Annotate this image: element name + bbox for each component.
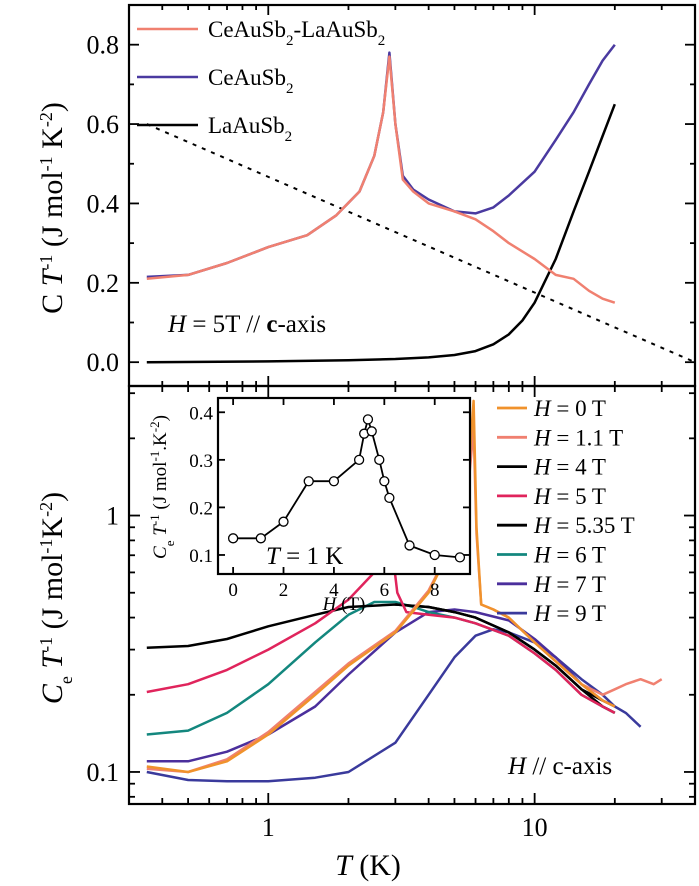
legend-label-h-5-35-t: H = 5.35 T: [533, 513, 635, 538]
bottom-legend: H = 0 T H = 1.1 T H = 4 T H = 5 T H = 5.35 T…: [497, 396, 635, 626]
inset-x-tick-label: 8: [430, 580, 440, 601]
legend-label-h-0-t: H = 0 T: [533, 396, 606, 421]
inset-y-tick-label: 0.3: [189, 451, 213, 472]
inset-background: [218, 398, 470, 574]
top-y-axis-label: C T-1 (J mol-1 K-2): [36, 102, 69, 314]
inset-data-point: [454, 552, 466, 563]
inset-x-tick-label: 2: [279, 580, 289, 601]
inset-x-axis-label: H (T): [322, 594, 366, 615]
inset-data-point: [303, 476, 314, 487]
inset-x-tick-label: 4: [329, 580, 339, 601]
series-line-h-7-t: [146, 608, 616, 763]
inset-data-point: [227, 533, 239, 544]
inset-x-tick-label: 0: [228, 580, 238, 601]
bottom-plot-frame: [127, 384, 697, 806]
legend-label-h-4-t: H = 4 T: [533, 455, 606, 480]
x-tick-label: 1: [262, 813, 275, 842]
legend-label-h-9-t: H = 9 T: [533, 601, 606, 626]
inset-y-axis-label: Ce T-1 (J mol-1.K-2): [147, 415, 177, 559]
bottom-panel: 1 10 0.1 1 Ce T-1 (J mol-1K-2) T (K) H // c…: [36, 386, 696, 882]
inset-y-tick-label: 0.2: [189, 498, 213, 519]
inset-data-point: [328, 476, 340, 487]
inset-x-tick-label: 6: [380, 580, 390, 601]
top-y-tick-label: 0.4: [87, 189, 120, 218]
top-plot-series: [146, 43, 696, 364]
series-line-h-5-t: [146, 541, 616, 715]
inset-annotation: T = 1 K: [266, 543, 343, 570]
inset-panel: 0 2 4 6 8 0.1 0.2 0.3 0.4 Ce T-1 (J mol-1.K-2) H…: [147, 398, 470, 615]
top-y-tick-label: 0.8: [87, 31, 120, 60]
series-line-laausb2: [146, 103, 616, 364]
top-condition-annotation: H = 5T // c-axis: [167, 311, 326, 338]
top-legend: CeAuSb2-LaAuSb2 CeAuSb2 LaAuSb2: [137, 17, 385, 145]
y-tick-label: 1: [106, 502, 119, 531]
legend-label-ceausb2: CeAuSb2: [208, 65, 293, 97]
inset-axis-ticks: 0 2 4 6 8 0.1 0.2 0.3 0.4: [189, 398, 470, 601]
inset-data-point: [404, 540, 415, 551]
inset-data-point: [374, 454, 385, 465]
top-y-tick-label: 0.6: [87, 110, 120, 139]
series-line-ceausb2-laausb2: [146, 55, 616, 304]
x-axis-label: T (K): [335, 849, 401, 882]
legend-label-h-6-t: H = 6 T: [533, 543, 606, 568]
inset-y-tick-label: 0.4: [189, 403, 213, 424]
legend-label-h-5-t: H = 5 T: [533, 484, 606, 509]
inset-data-point: [384, 492, 395, 504]
legend-label-h-1-1-t: H = 1.1 T: [533, 425, 623, 450]
legend-label-laausb2: LaAuSb2: [208, 113, 292, 145]
top-y-tick-label: 0.0: [87, 348, 120, 377]
inset-data-point: [278, 516, 289, 527]
y-tick-label: 0.1: [87, 758, 120, 787]
inset-data-point: [366, 426, 377, 437]
inset-plot-frame: [216, 396, 472, 576]
inset-y-tick-label: 0.1: [189, 546, 213, 567]
top-panel: 0.0 0.2 0.4 0.6 0.8 C T-1 (J mol-1 K-2) H = …: [36, 4, 696, 386]
series-line-h-5-35-t: [395, 603, 604, 702]
inset-series: [227, 414, 466, 563]
x-tick-label: 10: [522, 813, 548, 842]
legend-label-h-7-t: H = 7 T: [533, 572, 606, 597]
legend-label-ceausb2-laausb2: CeAuSb2-LaAuSb2: [208, 17, 385, 49]
bottom-condition-annotation: H // c-axis: [507, 753, 612, 780]
top-y-tick-label: 0.2: [87, 269, 120, 298]
top-y-axis-ticks: 0.0 0.2 0.4 0.6 0.8: [87, 4, 696, 386]
inset-data-point: [362, 414, 374, 425]
inset-data-point: [429, 549, 440, 561]
bottom-y-axis-label: Ce T-1 (J mol-1K-2): [36, 492, 76, 704]
inset-data-point: [379, 476, 390, 487]
inset-data-point: [255, 533, 266, 544]
inset-data-point: [353, 454, 365, 465]
